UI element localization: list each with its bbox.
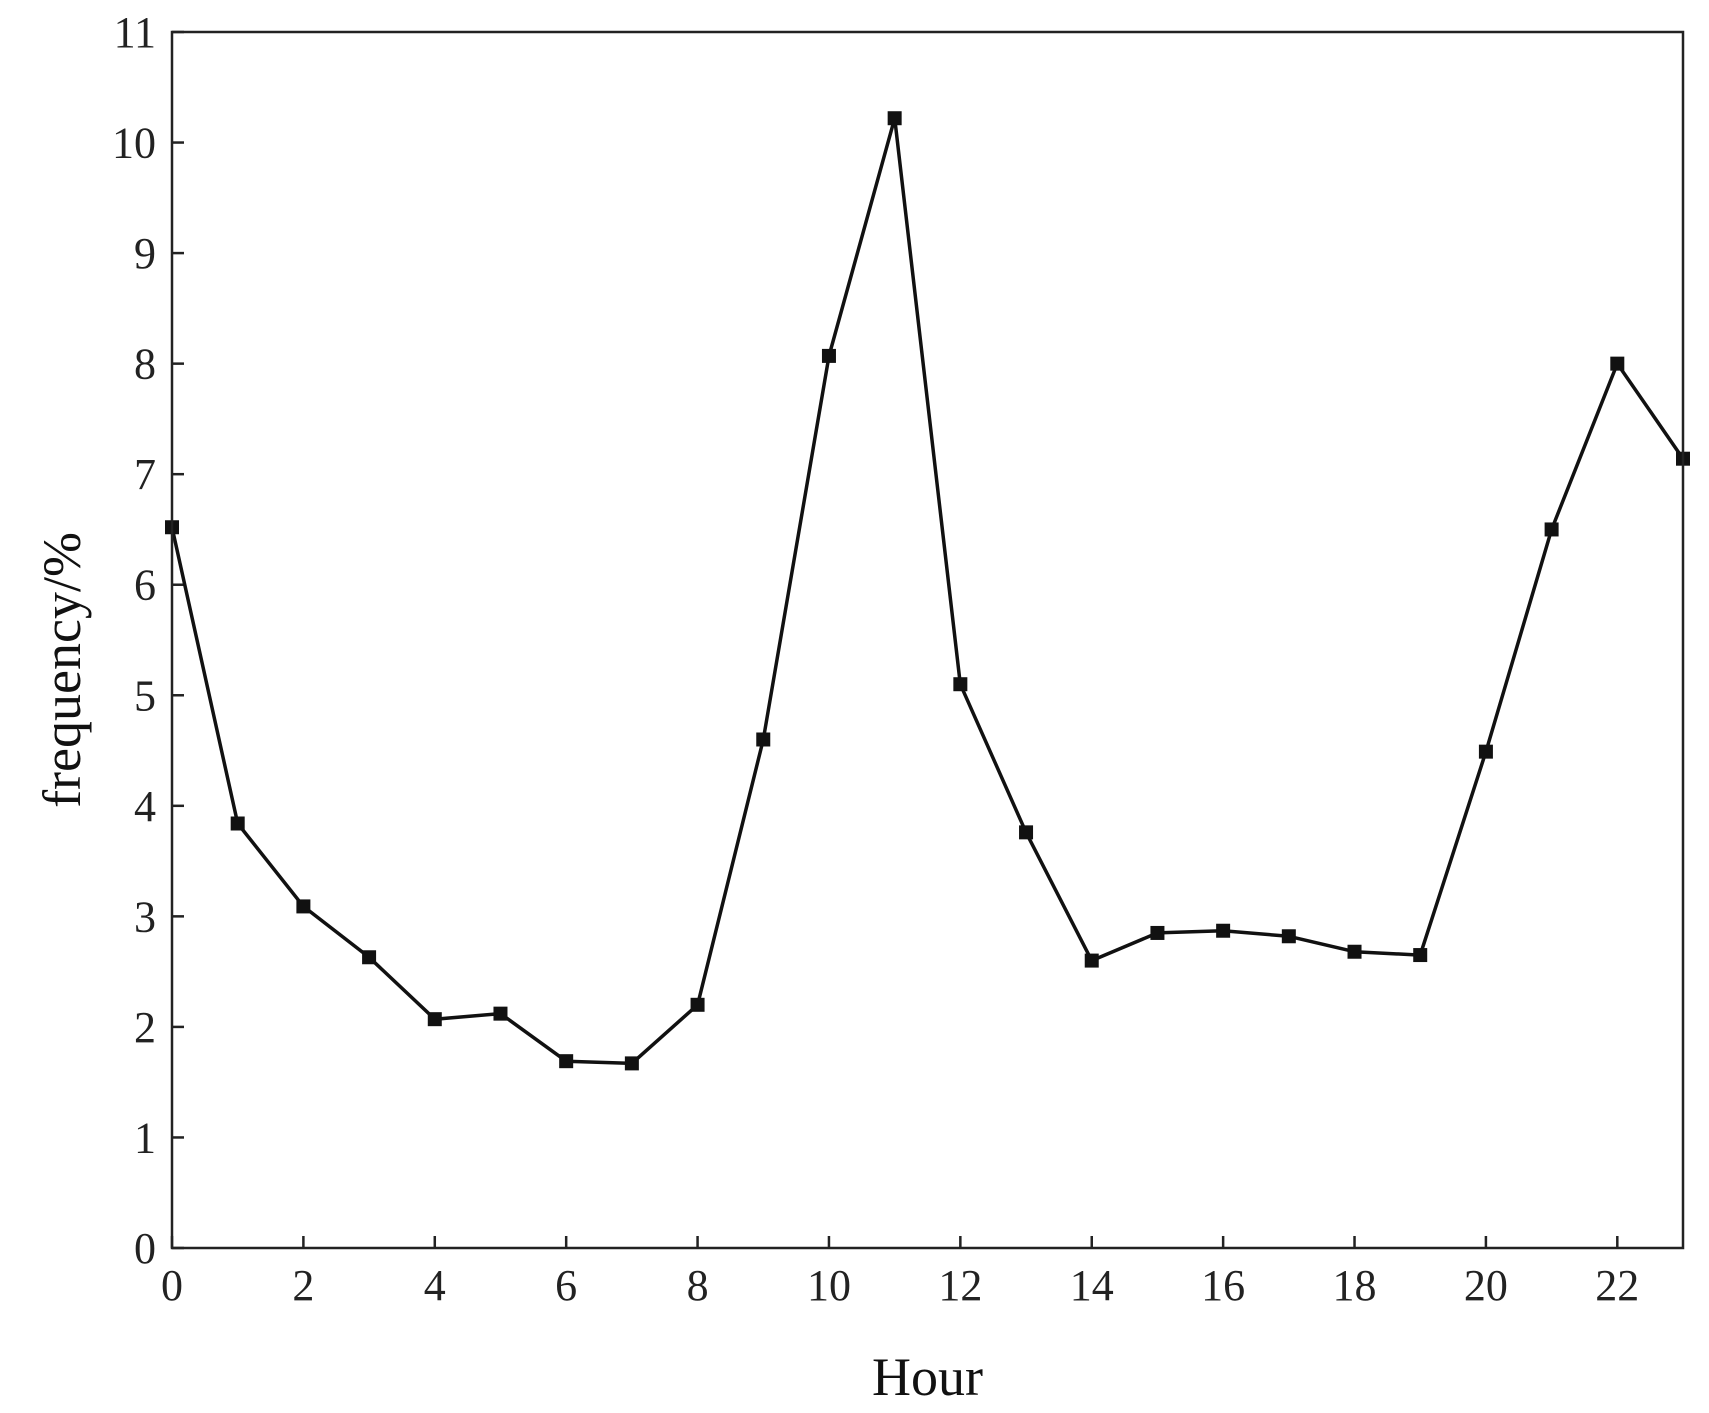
data-point-marker bbox=[756, 732, 771, 747]
data-point-marker bbox=[887, 111, 902, 126]
y-tick-label: 11 bbox=[114, 8, 156, 57]
data-point-marker bbox=[493, 1006, 508, 1021]
y-tick-label: 7 bbox=[134, 450, 156, 499]
data-point-marker bbox=[559, 1054, 574, 1069]
data-point-marker bbox=[427, 1012, 442, 1027]
y-tick-label: 2 bbox=[134, 1003, 156, 1052]
x-tick-label: 14 bbox=[1070, 1261, 1114, 1310]
data-point-marker bbox=[230, 816, 245, 831]
data-point-marker bbox=[1084, 953, 1099, 968]
data-point-marker bbox=[821, 348, 836, 363]
y-tick-label: 5 bbox=[134, 671, 156, 720]
data-point-marker bbox=[1347, 944, 1362, 959]
y-tick-label: 3 bbox=[134, 892, 156, 941]
plot-area-frame bbox=[170, 30, 1685, 1250]
y-tick-label: 0 bbox=[134, 1224, 156, 1273]
data-point-marker bbox=[690, 997, 705, 1012]
y-tick-label: 9 bbox=[134, 229, 156, 278]
x-axis-title: Hour bbox=[872, 1347, 983, 1407]
y-tick-label: 1 bbox=[134, 1113, 156, 1162]
x-tick-label: 16 bbox=[1201, 1261, 1245, 1310]
y-tick-label: 8 bbox=[134, 340, 156, 389]
x-tick-label: 12 bbox=[938, 1261, 982, 1310]
data-point-marker bbox=[1281, 929, 1296, 944]
series-layer bbox=[165, 111, 1690, 1071]
data-point-marker bbox=[1544, 522, 1559, 537]
x-tick-label: 6 bbox=[555, 1261, 577, 1310]
y-tick-label: 4 bbox=[134, 782, 156, 831]
data-point-marker bbox=[1150, 925, 1165, 940]
x-tick-label: 22 bbox=[1595, 1261, 1639, 1310]
data-point-marker bbox=[1216, 923, 1231, 938]
y-axis-ticks: 0 1 2 3 4 5 6 7 8 9 10 11 bbox=[112, 8, 184, 1273]
series-line bbox=[170, 116, 1685, 1066]
y-tick-label: 6 bbox=[134, 561, 156, 610]
x-tick-label: 0 bbox=[161, 1261, 183, 1310]
data-point-marker bbox=[1610, 356, 1625, 371]
x-tick-label: 10 bbox=[807, 1261, 851, 1310]
x-tick-label: 4 bbox=[424, 1261, 446, 1310]
x-tick-label: 18 bbox=[1333, 1261, 1377, 1310]
x-tick-label: 20 bbox=[1464, 1261, 1508, 1310]
data-point-marker bbox=[953, 677, 968, 692]
x-tick-label: 8 bbox=[687, 1261, 709, 1310]
y-tick-label: 10 bbox=[112, 119, 156, 168]
data-point-marker bbox=[362, 950, 377, 965]
data-point-marker bbox=[624, 1056, 639, 1071]
x-axis-ticks: 0 2 4 6 8 10 12 14 16 18 20 22 bbox=[161, 1236, 1639, 1310]
data-point-marker bbox=[1478, 744, 1493, 759]
data-point-marker bbox=[1019, 825, 1034, 840]
x-tick-label: 2 bbox=[292, 1261, 314, 1310]
data-point-marker bbox=[1413, 948, 1428, 963]
data-point-marker bbox=[296, 899, 311, 914]
y-axis-title: frequency/% bbox=[32, 532, 92, 808]
